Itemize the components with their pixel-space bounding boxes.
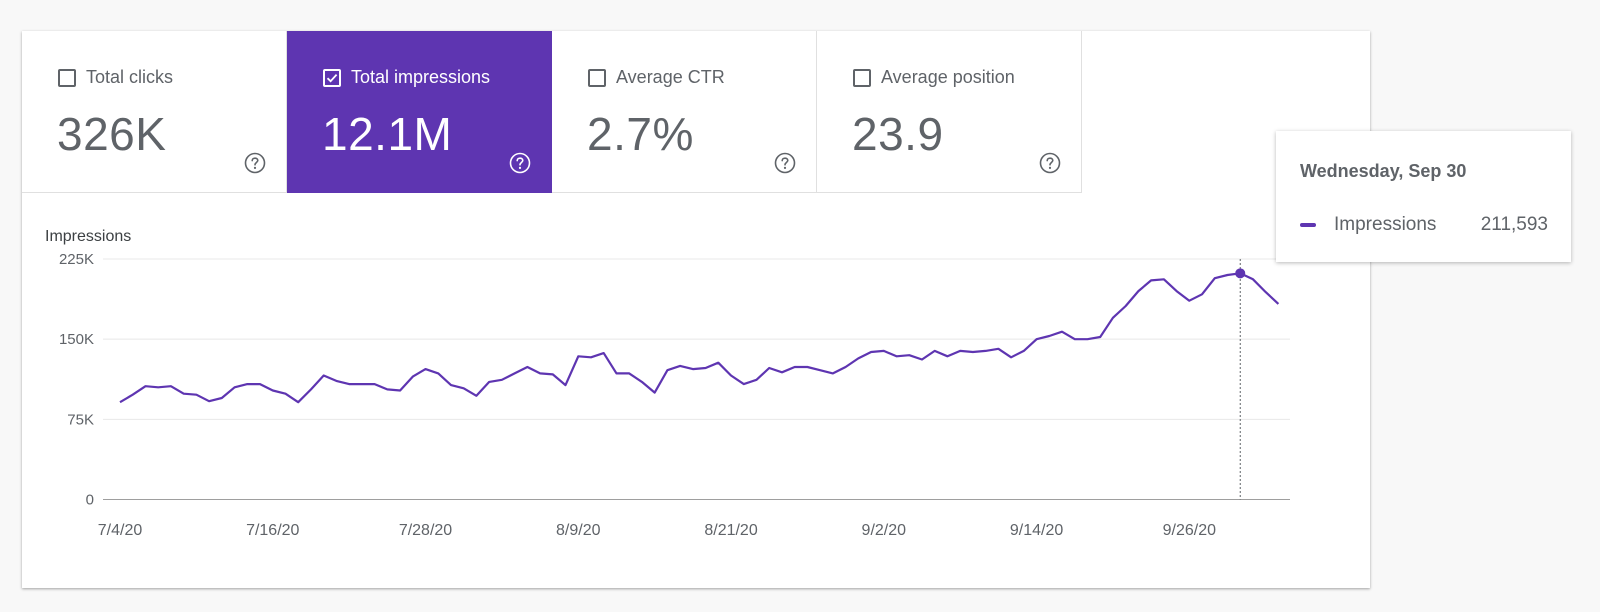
metric-label: Average position bbox=[881, 67, 1015, 87]
metric-header: Average position bbox=[853, 67, 1015, 88]
metric-tabs: Total clicks 326K Total impressions 12.1… bbox=[22, 31, 1082, 193]
metric-value: 2.7% bbox=[587, 108, 694, 160]
tooltip-value: 211,593 bbox=[1480, 214, 1548, 235]
checkbox-icon[interactable] bbox=[323, 68, 341, 87]
metric-average-ctr[interactable]: Average CTR 2.7% bbox=[552, 31, 817, 193]
tooltip-series-name: Impressions bbox=[1334, 214, 1437, 235]
check-icon bbox=[326, 73, 338, 82]
metric-value: 12.1M bbox=[322, 108, 453, 160]
y-axis-title: Impressions bbox=[45, 228, 131, 245]
x-tick-label: 8/21/20 bbox=[704, 522, 757, 539]
series-swatch bbox=[1300, 223, 1316, 227]
help-circle-icon[interactable] bbox=[244, 152, 266, 174]
metric-total-clicks[interactable]: Total clicks 326K bbox=[22, 31, 287, 193]
help-circle-icon[interactable] bbox=[509, 152, 531, 174]
y-tick-label: 225K bbox=[59, 251, 94, 268]
metric-total-impressions[interactable]: Total impressions 12.1M bbox=[287, 31, 552, 193]
help-circle-icon[interactable] bbox=[774, 152, 796, 174]
metric-header: Total impressions bbox=[323, 67, 490, 88]
hover-point[interactable] bbox=[1235, 268, 1246, 279]
metric-average-position[interactable]: Average position 23.9 bbox=[817, 31, 1082, 193]
performance-card: Total clicks 326K Total impressions 12.1… bbox=[22, 31, 1370, 588]
metric-value: 326K bbox=[57, 108, 167, 160]
metric-header: Average CTR bbox=[588, 67, 725, 88]
x-tick-label: 9/14/20 bbox=[1010, 522, 1063, 539]
x-tick-label: 7/28/20 bbox=[399, 522, 452, 539]
x-tick-label: 7/16/20 bbox=[246, 522, 299, 539]
y-tick-label: 75K bbox=[67, 411, 94, 428]
x-tick-label: 9/26/20 bbox=[1163, 522, 1216, 539]
x-tick-label: 8/9/20 bbox=[556, 522, 601, 539]
y-tick-label: 150K bbox=[59, 331, 94, 348]
checkbox-icon[interactable] bbox=[588, 68, 606, 87]
tooltip-row: Impressions 211,593 bbox=[1300, 213, 1548, 237]
checkbox-icon[interactable] bbox=[853, 68, 871, 87]
x-tick-label: 9/2/20 bbox=[862, 522, 907, 539]
chart-tooltip: Wednesday, Sep 30 Impressions 211,593 bbox=[1276, 131, 1571, 262]
help-circle-icon[interactable] bbox=[1039, 152, 1061, 174]
metric-label: Total clicks bbox=[86, 67, 174, 87]
checkbox-icon[interactable] bbox=[58, 68, 76, 87]
tooltip-date: Wednesday, Sep 30 bbox=[1300, 161, 1467, 181]
metric-value: 23.9 bbox=[852, 108, 944, 160]
metric-label: Total impressions bbox=[351, 67, 491, 87]
series-line-impressions[interactable] bbox=[119, 272, 1280, 404]
x-tick-label: 7/4/20 bbox=[98, 522, 143, 539]
metric-label: Average CTR bbox=[616, 67, 725, 87]
metric-header: Total clicks bbox=[58, 67, 173, 88]
impressions-chart[interactable]: Impressions 0 75K 150K 225K 7/4/20 7/16/20 7/28… bbox=[22, 31, 1370, 588]
y-tick-label: 0 bbox=[86, 492, 94, 509]
